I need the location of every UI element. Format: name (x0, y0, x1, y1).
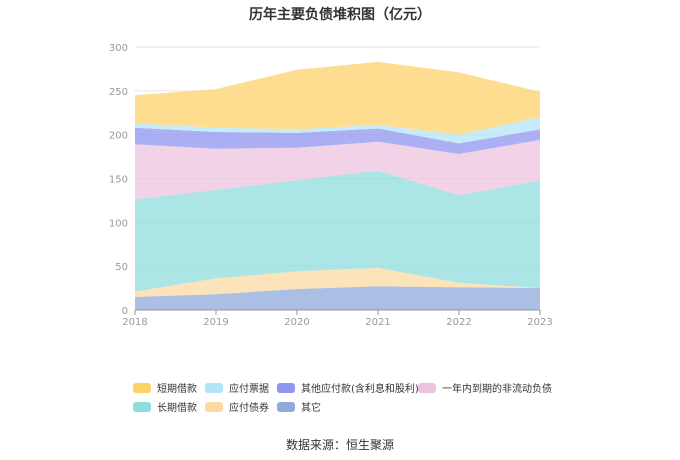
area-series-其它 (135, 286, 540, 310)
y-tick-label: 300 (109, 43, 128, 54)
legend-label: 其他应付款(含利息和股利) (301, 384, 419, 395)
legend-swatch (205, 401, 223, 412)
legend-swatch (133, 401, 151, 412)
legend-item[interactable]: 应付票据 (205, 380, 269, 395)
legend-item[interactable]: 应付债券 (205, 399, 269, 414)
x-tick-label: 2020 (284, 317, 309, 328)
x-tick-label: 2019 (203, 317, 228, 328)
x-tick-label: 2018 (122, 317, 147, 328)
area-series-长期借款 (135, 170, 540, 292)
y-tick-label: 250 (109, 87, 128, 98)
legend-label: 应付票据 (229, 384, 269, 395)
x-tick-label: 2021 (365, 317, 390, 328)
legend-item[interactable]: 其他应付款(含利息和股利) (277, 380, 419, 395)
legend-item[interactable]: 长期借款 (133, 399, 197, 414)
x-tick-label: 2022 (446, 317, 471, 328)
area-series-短期借款 (135, 61, 540, 135)
data-source: 数据来源：恒生聚源 (285, 438, 394, 452)
area-series-一年内到期的非流动负债 (135, 139, 540, 200)
area-series-应付票据 (135, 117, 540, 144)
legend-swatch (277, 382, 295, 393)
legend-swatch (205, 382, 223, 393)
legend-swatch (418, 382, 436, 393)
legend-item[interactable]: 一年内到期的非流动负债 (418, 380, 552, 395)
x-tick-label: 2023 (527, 317, 552, 328)
y-tick-label: 0 (122, 306, 128, 317)
area-series-应付债券 (135, 267, 540, 297)
legend-label: 应付债券 (229, 403, 269, 414)
legend-swatch (277, 401, 295, 412)
legend-label: 长期借款 (157, 403, 197, 414)
legend-item[interactable]: 其它 (277, 399, 321, 414)
legend-label: 一年内到期的非流动负债 (442, 384, 552, 395)
area-series-其他应付款(含利息和股利) (135, 127, 540, 154)
legend-label: 短期借款 (157, 384, 197, 395)
chart-title: 历年主要负债堆积图（亿元） (249, 7, 431, 23)
legend-item[interactable]: 短期借款 (133, 380, 197, 395)
y-tick-label: 50 (115, 262, 128, 273)
legend-swatch (133, 382, 151, 393)
legend-label: 其它 (301, 403, 321, 414)
y-tick-label: 100 (109, 218, 128, 229)
y-tick-label: 150 (109, 175, 128, 186)
y-tick-label: 200 (109, 131, 128, 142)
